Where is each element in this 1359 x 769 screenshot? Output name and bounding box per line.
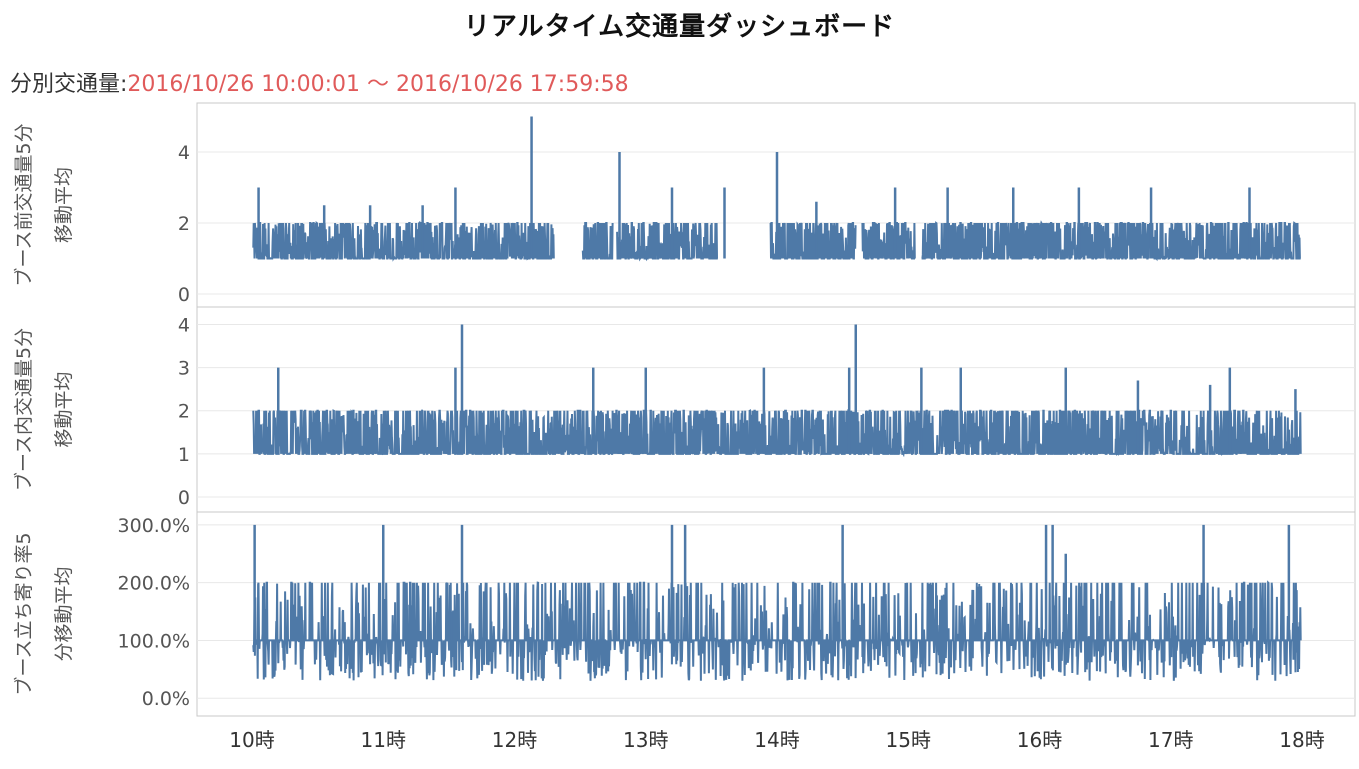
y-axis-label: 分移動平均 [53, 566, 75, 661]
y-tick-label: 2 [178, 401, 190, 423]
y-axis-label: ブース内交通量5分 [12, 328, 35, 491]
y-axis-label: ブース立ち寄り率5 [12, 532, 35, 695]
y-tick-label: 200.0% [118, 573, 190, 595]
y-tick-label: 2 [178, 213, 190, 235]
series-line [252, 409, 1302, 458]
y-tick-label: 0 [178, 284, 190, 306]
series-line [252, 220, 1301, 262]
y-tick-label: 4 [178, 142, 190, 164]
y-axis-label: 移動平均 [53, 167, 75, 243]
series-line [252, 580, 1302, 681]
y-axis-label: 移動平均 [53, 371, 75, 447]
x-tick-label: 13時 [623, 728, 668, 752]
x-tick-label: 17時 [1148, 728, 1193, 752]
x-tick-label: 14時 [754, 728, 799, 752]
y-tick-label: 300.0% [118, 515, 190, 537]
x-tick-label: 12時 [492, 728, 537, 752]
caption-range: 2016/10/26 10:00:01 ～ 2016/10/26 17:59:5… [127, 72, 629, 97]
x-tick-label: 15時 [886, 728, 931, 752]
x-tick-label: 16時 [1017, 728, 1062, 752]
time-range-caption: 分別交通量:2016/10/26 10:00:01 ～ 2016/10/26 1… [10, 66, 629, 98]
x-tick-label: 18時 [1279, 728, 1324, 752]
x-tick-label: 11時 [361, 728, 406, 752]
panel-3: 0.0% 100.0% 200.0% 300.0% ブース立ち寄り率5 分移動平均 [12, 511, 1356, 717]
y-tick-label: 3 [178, 358, 190, 380]
y-tick-label: 100.0% [118, 630, 190, 652]
y-tick-label: 4 [178, 314, 190, 336]
y-tick-label: 1 [178, 444, 190, 466]
panel-frame [196, 511, 1356, 717]
y-tick-label: 0 [178, 487, 190, 509]
caption-label: 分別交通量: [10, 72, 128, 97]
y-axis-label: ブース前交通量5分 [12, 123, 35, 286]
y-tick-label: 0.0% [142, 688, 190, 710]
panel-2: 0 1 2 3 4 ブース内交通量5分 移動平均 [12, 306, 1356, 513]
dashboard-title: リアルタイム交通量ダッシュボード [463, 12, 896, 42]
panel-1: 0 2 4 ブース前交通量5分 移動平均 [12, 102, 1356, 308]
x-tick-label: 10時 [229, 728, 274, 752]
panel-frame [196, 306, 1356, 513]
